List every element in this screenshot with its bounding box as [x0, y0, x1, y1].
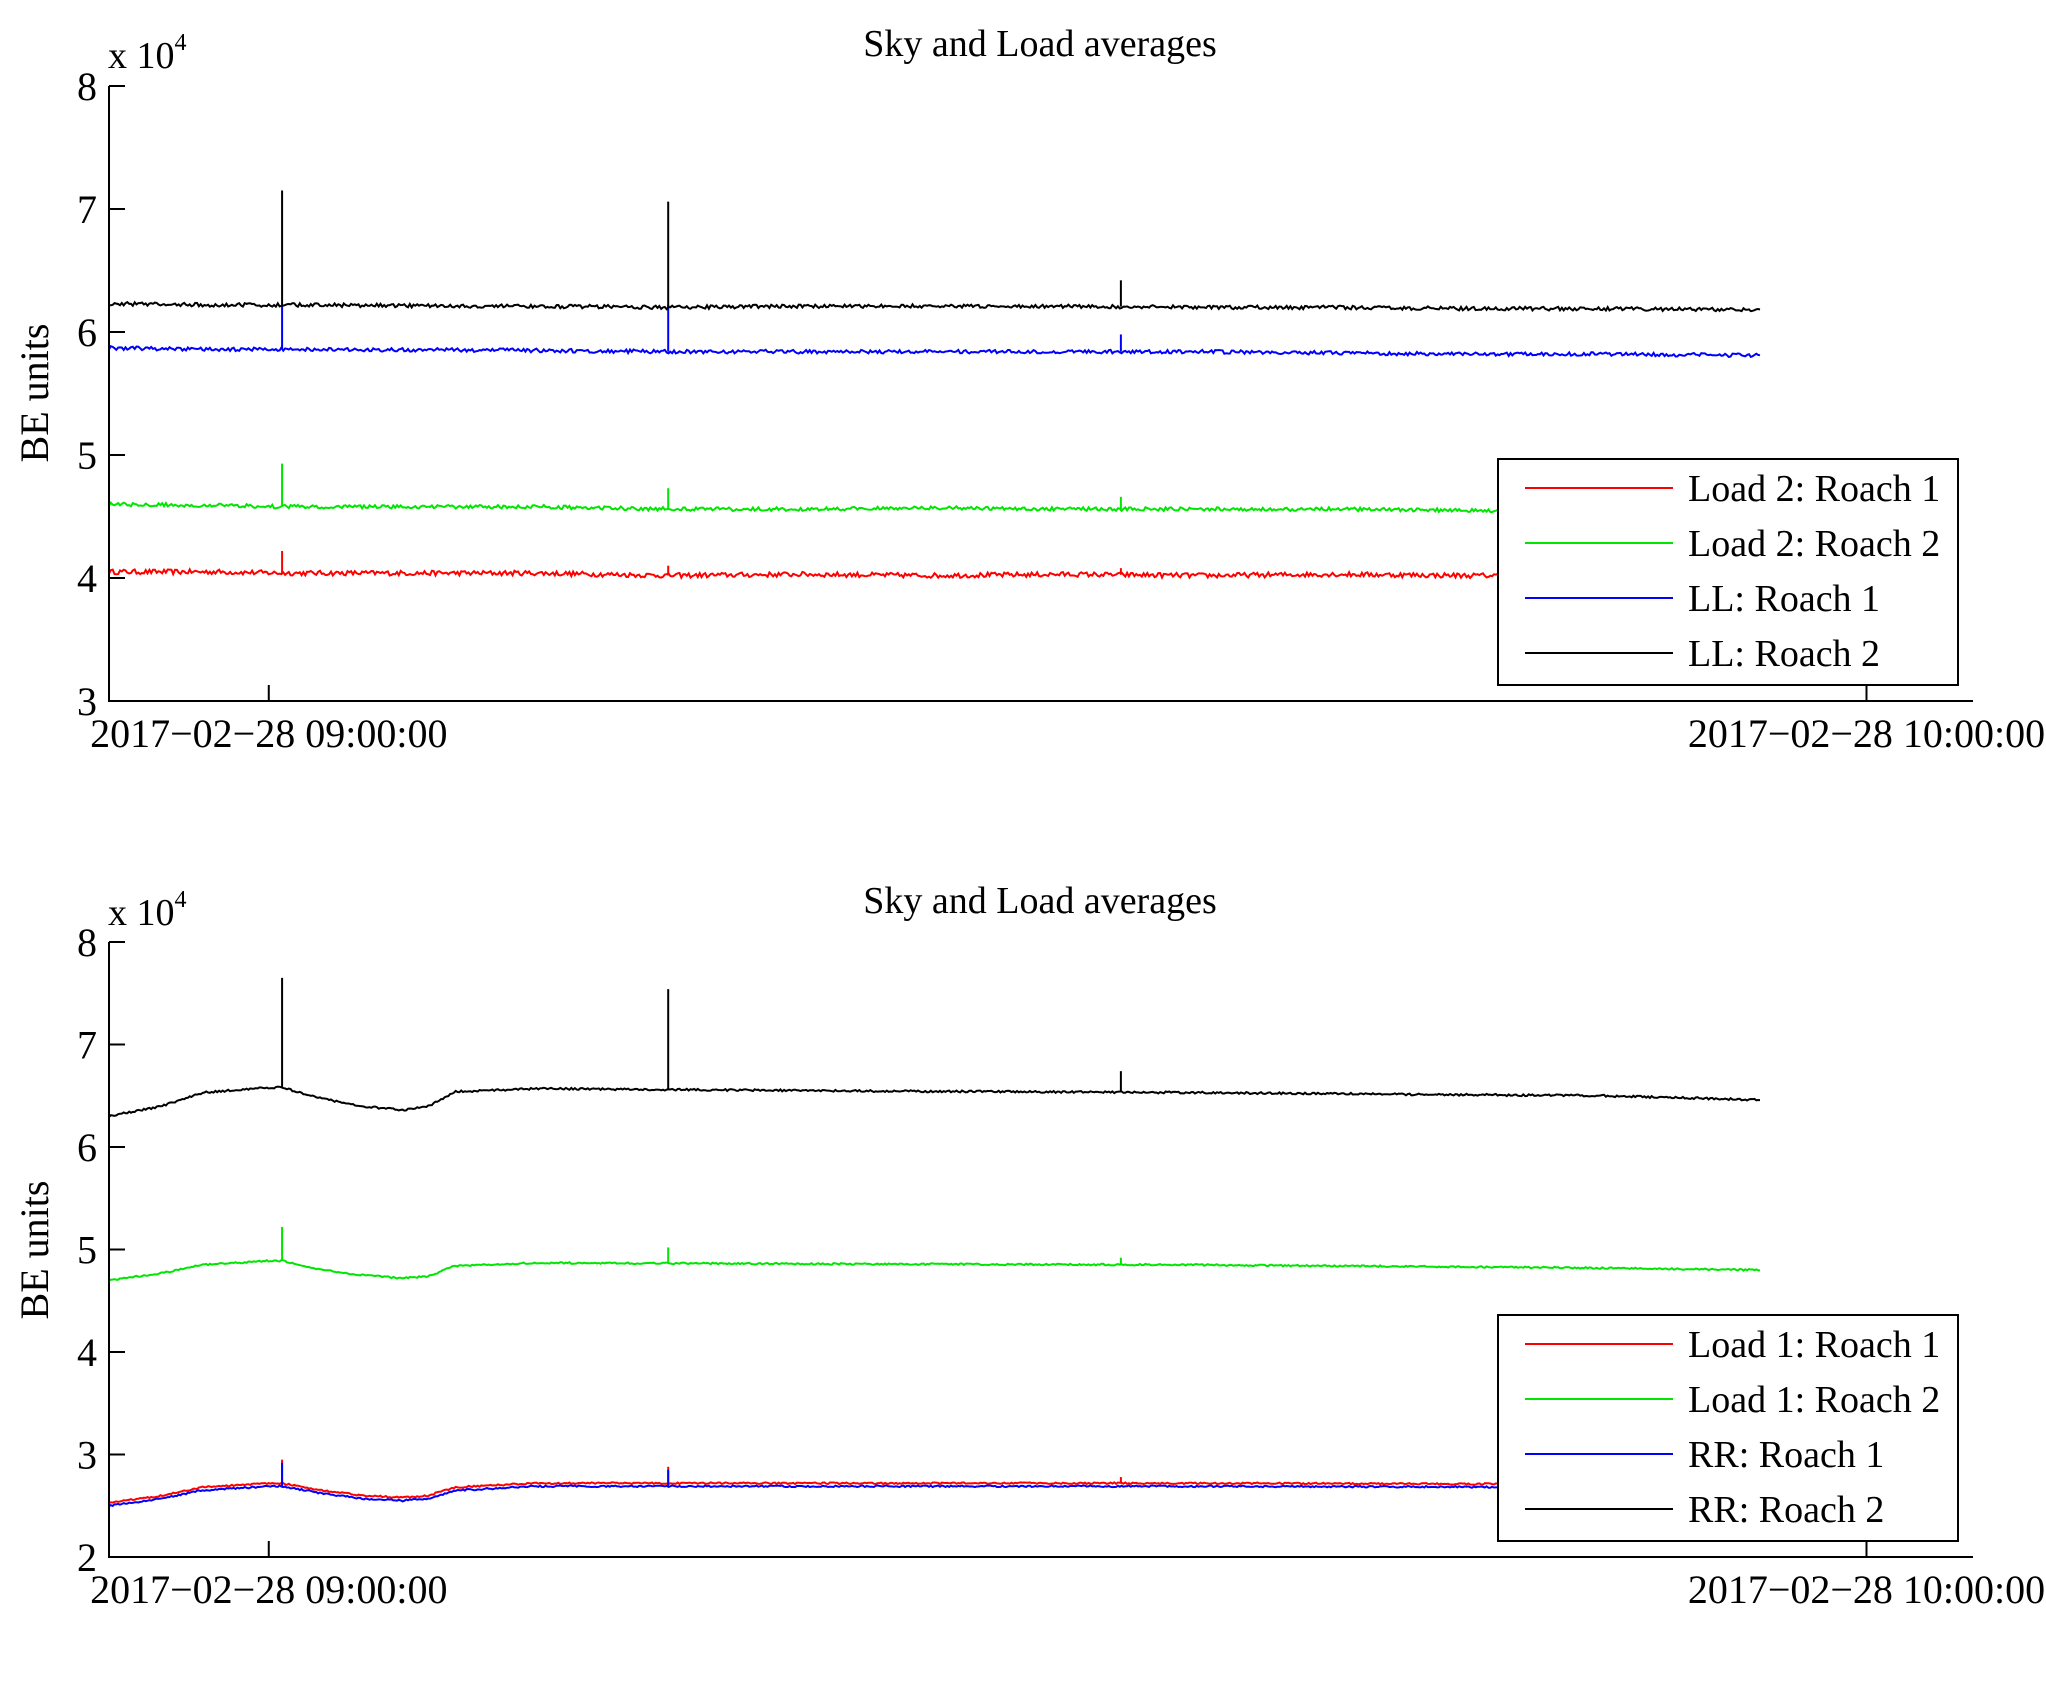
- series-line: [108, 344, 1761, 359]
- chart-title: Sky and Load averages: [863, 880, 1217, 922]
- legend-entry: RR: Roach 1: [1688, 1434, 1884, 1476]
- axes-frame: [108, 86, 1973, 702]
- x-tick-label: 2017−02−28 09:00:00: [90, 1567, 447, 1612]
- y-axis-label: BE units: [12, 1181, 57, 1320]
- y-multiplier: x 104: [108, 30, 187, 77]
- legend: Load 2: Roach 1 Load 2: Roach 2 LL: Roac…: [1497, 458, 1959, 686]
- y-ticks: 2 3 4 5 6 7 8: [77, 920, 125, 1580]
- y-multiplier-exponent: 4: [175, 887, 187, 913]
- x-ticks: 2017−02−28 09:00:00 2017−02−28 10:00:00: [90, 1541, 2045, 1612]
- legend-entry: RR: Roach 2: [1688, 1489, 1884, 1531]
- x-tick-label: 2017−02−28 09:00:00: [90, 711, 447, 756]
- y-tick-label: 5: [77, 433, 97, 478]
- y-multiplier: x 104: [108, 887, 187, 934]
- y-tick-label: 4: [77, 556, 97, 601]
- series-line: [108, 1085, 1761, 1118]
- y-tick-label: 8: [77, 920, 97, 965]
- chart-title: Sky and Load averages: [863, 23, 1217, 65]
- y-tick-label: 5: [77, 1228, 97, 1273]
- series-line: [108, 1258, 1760, 1282]
- series-line: [108, 1484, 1760, 1508]
- legend-box: [1497, 458, 1959, 686]
- series-line: [108, 501, 1761, 515]
- y-tick-label: 3: [77, 1433, 97, 1478]
- y-tick-label: 6: [77, 1125, 97, 1170]
- series-line: [108, 300, 1761, 313]
- plot-area: [108, 977, 1761, 1508]
- legend: Load 1: Roach 1 Load 1: Roach 2 RR: Roac…: [1497, 1314, 1959, 1542]
- y-tick-label: 6: [77, 310, 97, 355]
- y-tick-label: 8: [77, 64, 97, 109]
- axes-frame: [108, 942, 1973, 1558]
- series-line: [108, 1481, 1760, 1505]
- y-tick-label: 2: [77, 1535, 97, 1580]
- y-tick-label: 7: [77, 187, 97, 232]
- y-ticks: 3 4 5 6 7 8: [77, 64, 125, 724]
- legend-entry: Load 2: Roach 1: [1688, 468, 1940, 510]
- series-line: [108, 567, 1761, 582]
- x-tick-label: 2017−02−28 10:00:00: [1688, 711, 2045, 756]
- y-multiplier-base: x 10: [108, 892, 175, 934]
- chart-panel-bottom: Sky and Load averages x 104 BE units 234…: [12, 880, 2045, 1612]
- y-tick-label: 3: [77, 679, 97, 724]
- y-tick-label: 4: [77, 1330, 97, 1375]
- x-tick-label: 2017−02−28 10:00:00: [1688, 1567, 2045, 1612]
- legend-entry: Load 2: Roach 2: [1688, 523, 1940, 565]
- y-multiplier-base: x 10: [108, 35, 175, 77]
- legend-box: [1497, 1314, 1959, 1542]
- y-axis-label: BE units: [12, 324, 57, 463]
- plot-area: [108, 190, 1761, 582]
- legend-entry: Load 1: Roach 2: [1688, 1379, 1940, 1421]
- y-multiplier-exponent: 4: [175, 30, 187, 56]
- chart-panel-top: Sky and Load averages x 104 BE units 345…: [12, 23, 2045, 756]
- legend-entry: Load 1: Roach 1: [1688, 1324, 1940, 1366]
- legend-entry: LL: Roach 2: [1688, 633, 1880, 675]
- y-tick-label: 7: [77, 1023, 97, 1068]
- legend-entry: LL: Roach 1: [1688, 578, 1880, 620]
- x-ticks: 2017−02−28 09:00:00 2017−02−28 10:00:00: [90, 685, 2045, 756]
